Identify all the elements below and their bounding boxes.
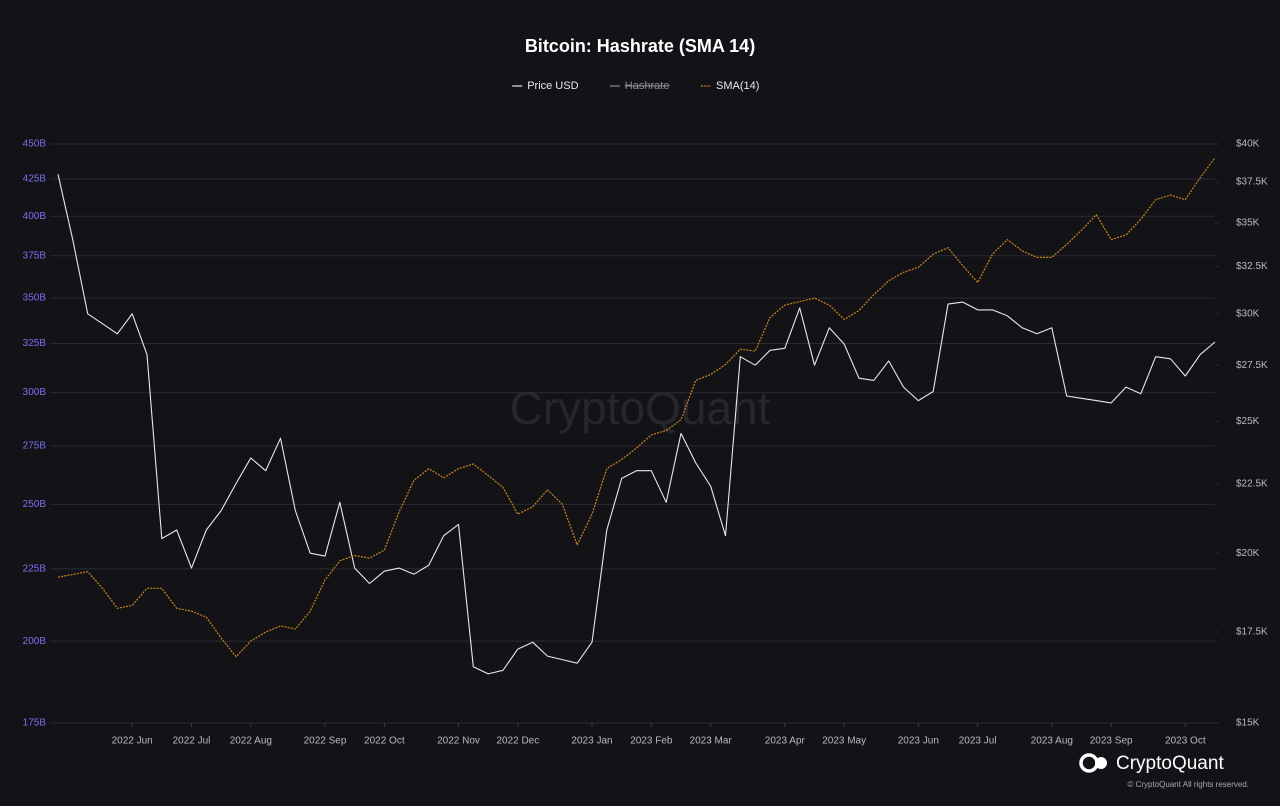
series-line bbox=[57, 174, 1216, 675]
x-tick-label: 2023 Jan bbox=[571, 736, 612, 747]
y-tick-label: 250B bbox=[23, 499, 47, 510]
x-tick-label: 2022 Jul bbox=[173, 736, 211, 747]
watermark: CryptoQuant bbox=[510, 382, 771, 434]
x-tick-label: 2022 Sep bbox=[304, 736, 347, 747]
footer-logo bbox=[1079, 753, 1107, 773]
x-tick-label: 2023 Jun bbox=[898, 736, 939, 747]
y2-tick-label: $32.5K bbox=[1236, 261, 1268, 272]
y2-tick-label: $40K bbox=[1236, 139, 1260, 150]
y-tick-label: 425B bbox=[23, 174, 47, 185]
y2-tick-label: $15K bbox=[1236, 718, 1260, 729]
x-tick-label: 2023 Sep bbox=[1090, 736, 1133, 747]
series-line bbox=[57, 157, 1216, 658]
x-tick-label: 2023 Oct bbox=[1165, 736, 1206, 747]
y-tick-label: 400B bbox=[23, 211, 47, 222]
y2-tick-label: $37.5K bbox=[1236, 177, 1268, 188]
y-tick-label: 375B bbox=[23, 250, 47, 261]
x-tick-label: 2023 Mar bbox=[690, 736, 733, 747]
x-tick-label: 2022 Nov bbox=[437, 736, 480, 747]
y-tick-label: 350B bbox=[23, 293, 47, 304]
y2-tick-label: $27.5K bbox=[1236, 360, 1268, 371]
y-tick-label: 275B bbox=[23, 441, 47, 452]
y2-tick-label: $30K bbox=[1236, 308, 1260, 319]
x-tick-label: 2023 Jul bbox=[959, 736, 997, 747]
x-tick-label: 2022 Dec bbox=[496, 736, 539, 747]
y-tick-label: 450B bbox=[23, 139, 47, 150]
y-tick-label: 175B bbox=[23, 718, 47, 729]
x-tick-label: 2022 Oct bbox=[364, 736, 405, 747]
copyright: © CryptoQuant All rights reserved. bbox=[1128, 780, 1250, 789]
x-tick-label: 2022 Aug bbox=[230, 736, 272, 747]
legend-label: Price USD bbox=[527, 80, 578, 92]
legend-label: SMA(14) bbox=[716, 80, 759, 92]
x-tick-label: 2023 Apr bbox=[765, 736, 806, 747]
legend-item[interactable]: SMA(14) bbox=[701, 80, 759, 92]
y-tick-label: 300B bbox=[23, 387, 47, 398]
x-tick-label: 2023 Aug bbox=[1031, 736, 1073, 747]
y2-tick-label: $25K bbox=[1236, 416, 1260, 427]
chart-title: Bitcoin: Hashrate (SMA 14) bbox=[525, 36, 755, 56]
footer-brand: CryptoQuant bbox=[1116, 753, 1224, 774]
y-tick-label: 200B bbox=[23, 636, 47, 647]
x-tick-label: 2023 Feb bbox=[630, 736, 673, 747]
legend-item[interactable]: Price USD bbox=[512, 80, 579, 92]
y2-tick-label: $35K bbox=[1236, 217, 1260, 228]
y-tick-label: 225B bbox=[23, 564, 47, 575]
legend-label: Hashrate bbox=[625, 80, 670, 92]
y2-tick-label: $22.5K bbox=[1236, 478, 1268, 489]
legend: Price USD Hashrate SMA(14) bbox=[512, 80, 759, 92]
y2-tick-label: $20K bbox=[1236, 548, 1260, 559]
x-tick-label: 2023 May bbox=[822, 736, 866, 747]
y-tick-label: 325B bbox=[23, 338, 47, 349]
legend-item[interactable]: Hashrate bbox=[609, 80, 670, 92]
y2-tick-label: $17.5K bbox=[1236, 627, 1268, 638]
x-tick-label: 2022 Jun bbox=[112, 736, 153, 747]
